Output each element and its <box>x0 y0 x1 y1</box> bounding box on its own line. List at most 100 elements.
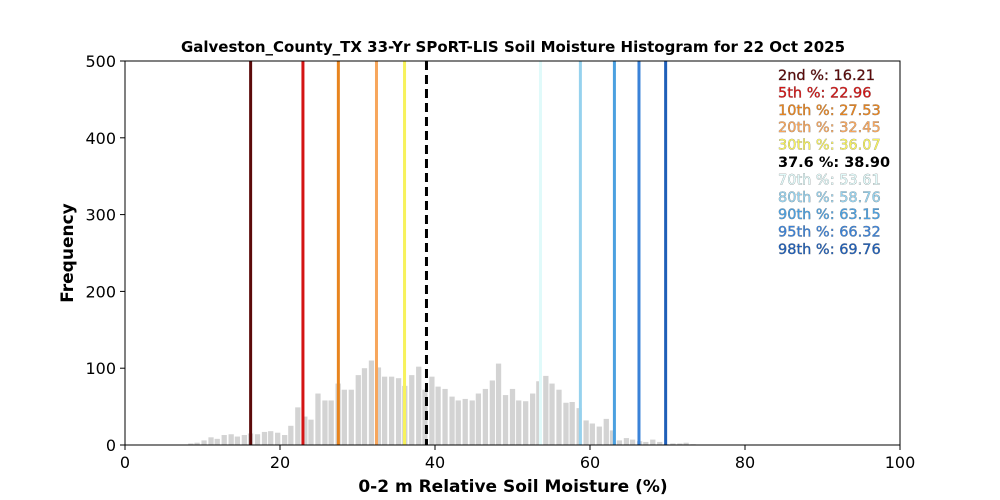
x-tick-label: 20 <box>270 453 290 472</box>
histogram-bar <box>543 375 549 445</box>
histogram-bar <box>435 386 441 445</box>
legend-entry: 90th %: 63.15 <box>778 207 881 223</box>
histogram-bar <box>502 395 509 445</box>
histogram-bar <box>261 431 268 445</box>
x-tick-label: 0 <box>120 453 130 472</box>
histogram-bar <box>616 440 623 445</box>
histogram-bar <box>268 431 274 445</box>
histogram-bar <box>643 441 649 445</box>
histogram-bar <box>556 389 562 445</box>
y-tick-label: 100 <box>85 359 116 378</box>
histogram-bar <box>416 366 422 445</box>
histogram-bar <box>569 401 575 445</box>
histogram-bar <box>509 388 516 445</box>
histogram-bar <box>295 407 301 445</box>
histogram-bar <box>657 441 663 445</box>
histogram-bar <box>254 434 261 445</box>
histogram-bar <box>241 435 247 445</box>
histogram-bar <box>228 434 234 445</box>
histogram-bar <box>194 442 200 445</box>
histogram-bar <box>375 367 382 445</box>
legend-entry: 70th %: 53.61 <box>778 172 881 188</box>
histogram-bar <box>188 443 194 445</box>
y-tick-label: 0 <box>106 436 116 455</box>
legend-entry: 30th %: 36.07 <box>778 138 881 154</box>
legend-entry: 10th %: 27.53 <box>778 103 881 119</box>
histogram-bar <box>442 388 448 445</box>
y-tick-label: 500 <box>85 52 116 71</box>
histogram-bar <box>348 389 354 445</box>
histogram-bar <box>282 435 288 445</box>
histogram-bar <box>563 402 569 445</box>
histogram-bar <box>596 426 602 445</box>
histogram-bar <box>201 440 207 445</box>
histogram-bar <box>409 375 415 445</box>
x-tick-label: 100 <box>885 453 916 472</box>
histogram-bar <box>455 400 461 445</box>
histogram-bar <box>609 430 616 445</box>
legend-entry: 95th %: 66.32 <box>778 225 881 241</box>
plot-frame <box>124 60 901 446</box>
y-tick-label: 200 <box>85 282 116 301</box>
histogram-bar <box>395 378 402 445</box>
y-axis-label: Frequency <box>58 203 78 303</box>
legend-entry: 2nd %: 16.21 <box>778 68 875 84</box>
histogram-bar <box>495 363 502 445</box>
histogram-bar <box>368 360 375 445</box>
legend-entry: 5th %: 22.96 <box>778 85 872 101</box>
percentile-lines <box>249 61 668 445</box>
histogram-bar <box>516 400 522 445</box>
histogram-bar <box>275 432 281 445</box>
histogram-bar <box>355 375 361 445</box>
histogram-bar <box>536 381 542 445</box>
legend-entry: 37.6 %: 38.90 <box>778 155 890 171</box>
histogram-bar <box>288 425 294 445</box>
histogram-bar <box>308 419 314 445</box>
histogram-bar <box>670 443 676 445</box>
histogram-bar <box>523 401 529 445</box>
histogram-bar <box>629 439 636 445</box>
axes: 0 20 40 60 80 100 0 100 200 300 400 500 <box>85 52 915 472</box>
legend-entry: 98th %: 69.76 <box>778 242 881 258</box>
legend-entry: 20th %: 32.45 <box>778 120 881 136</box>
histogram-bar <box>549 383 555 445</box>
histogram-bar <box>322 400 328 445</box>
y-tick-label: 400 <box>85 129 116 148</box>
histogram-bar <box>234 436 241 445</box>
histogram-bar <box>221 435 227 445</box>
histogram-bar <box>214 438 220 445</box>
histogram-bar <box>589 423 595 445</box>
histogram-bar <box>361 368 368 445</box>
histogram-bar <box>623 438 630 445</box>
x-axis-label: 0-2 m Relative Soil Moisture (%) <box>358 477 667 497</box>
histogram-bar <box>381 376 388 445</box>
x-tick-label: 60 <box>580 453 600 472</box>
histogram-bar <box>482 388 489 445</box>
histogram-bar <box>388 376 395 445</box>
histogram-bar <box>603 418 609 445</box>
histogram-bar <box>650 439 656 445</box>
chart-title: Galveston_County_TX 33-Yr SPoRT-LIS Soil… <box>181 38 845 56</box>
histogram-bar <box>449 396 455 445</box>
histogram-bar <box>583 420 589 445</box>
histogram-bar <box>462 398 468 445</box>
histogram-bar <box>469 400 475 445</box>
histogram-bar <box>302 416 308 445</box>
x-tick-label: 40 <box>425 453 445 472</box>
y-tick-label: 300 <box>85 206 116 225</box>
histogram-bar <box>429 376 435 445</box>
histogram-bar <box>341 389 347 445</box>
histogram-bar <box>677 443 683 445</box>
histogram-bar <box>530 393 536 445</box>
histogram-bar <box>475 393 482 445</box>
histogram-bar <box>208 437 214 445</box>
histogram-bar <box>315 393 321 445</box>
legend-entry: 80th %: 58.76 <box>778 190 881 206</box>
histogram-bar <box>683 442 689 445</box>
histogram-bar <box>489 380 495 445</box>
x-tick-label: 80 <box>735 453 755 472</box>
histogram-bar <box>328 400 334 445</box>
histogram-bar <box>422 389 428 445</box>
